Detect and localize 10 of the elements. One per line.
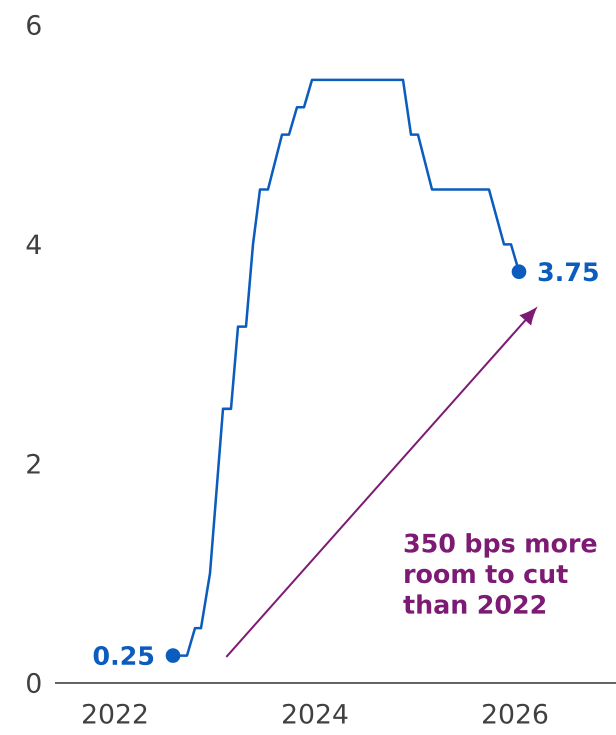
x-tick-label: 2022 (83, 704, 146, 724)
annotation: 3.75 (538, 262, 598, 282)
y-tick-label: 6 (27, 14, 41, 36)
annotation: 350 bps more room to cut than 2022 (403, 533, 596, 614)
annotation: 0.25 (94, 646, 154, 666)
y-tick-label: 4 (26, 234, 41, 254)
y-tick-label: 0 (27, 672, 41, 694)
x-tick-label: 2024 (283, 704, 348, 724)
y-tick-label: 2 (27, 454, 40, 474)
x-tick-label: 2026 (483, 704, 548, 724)
